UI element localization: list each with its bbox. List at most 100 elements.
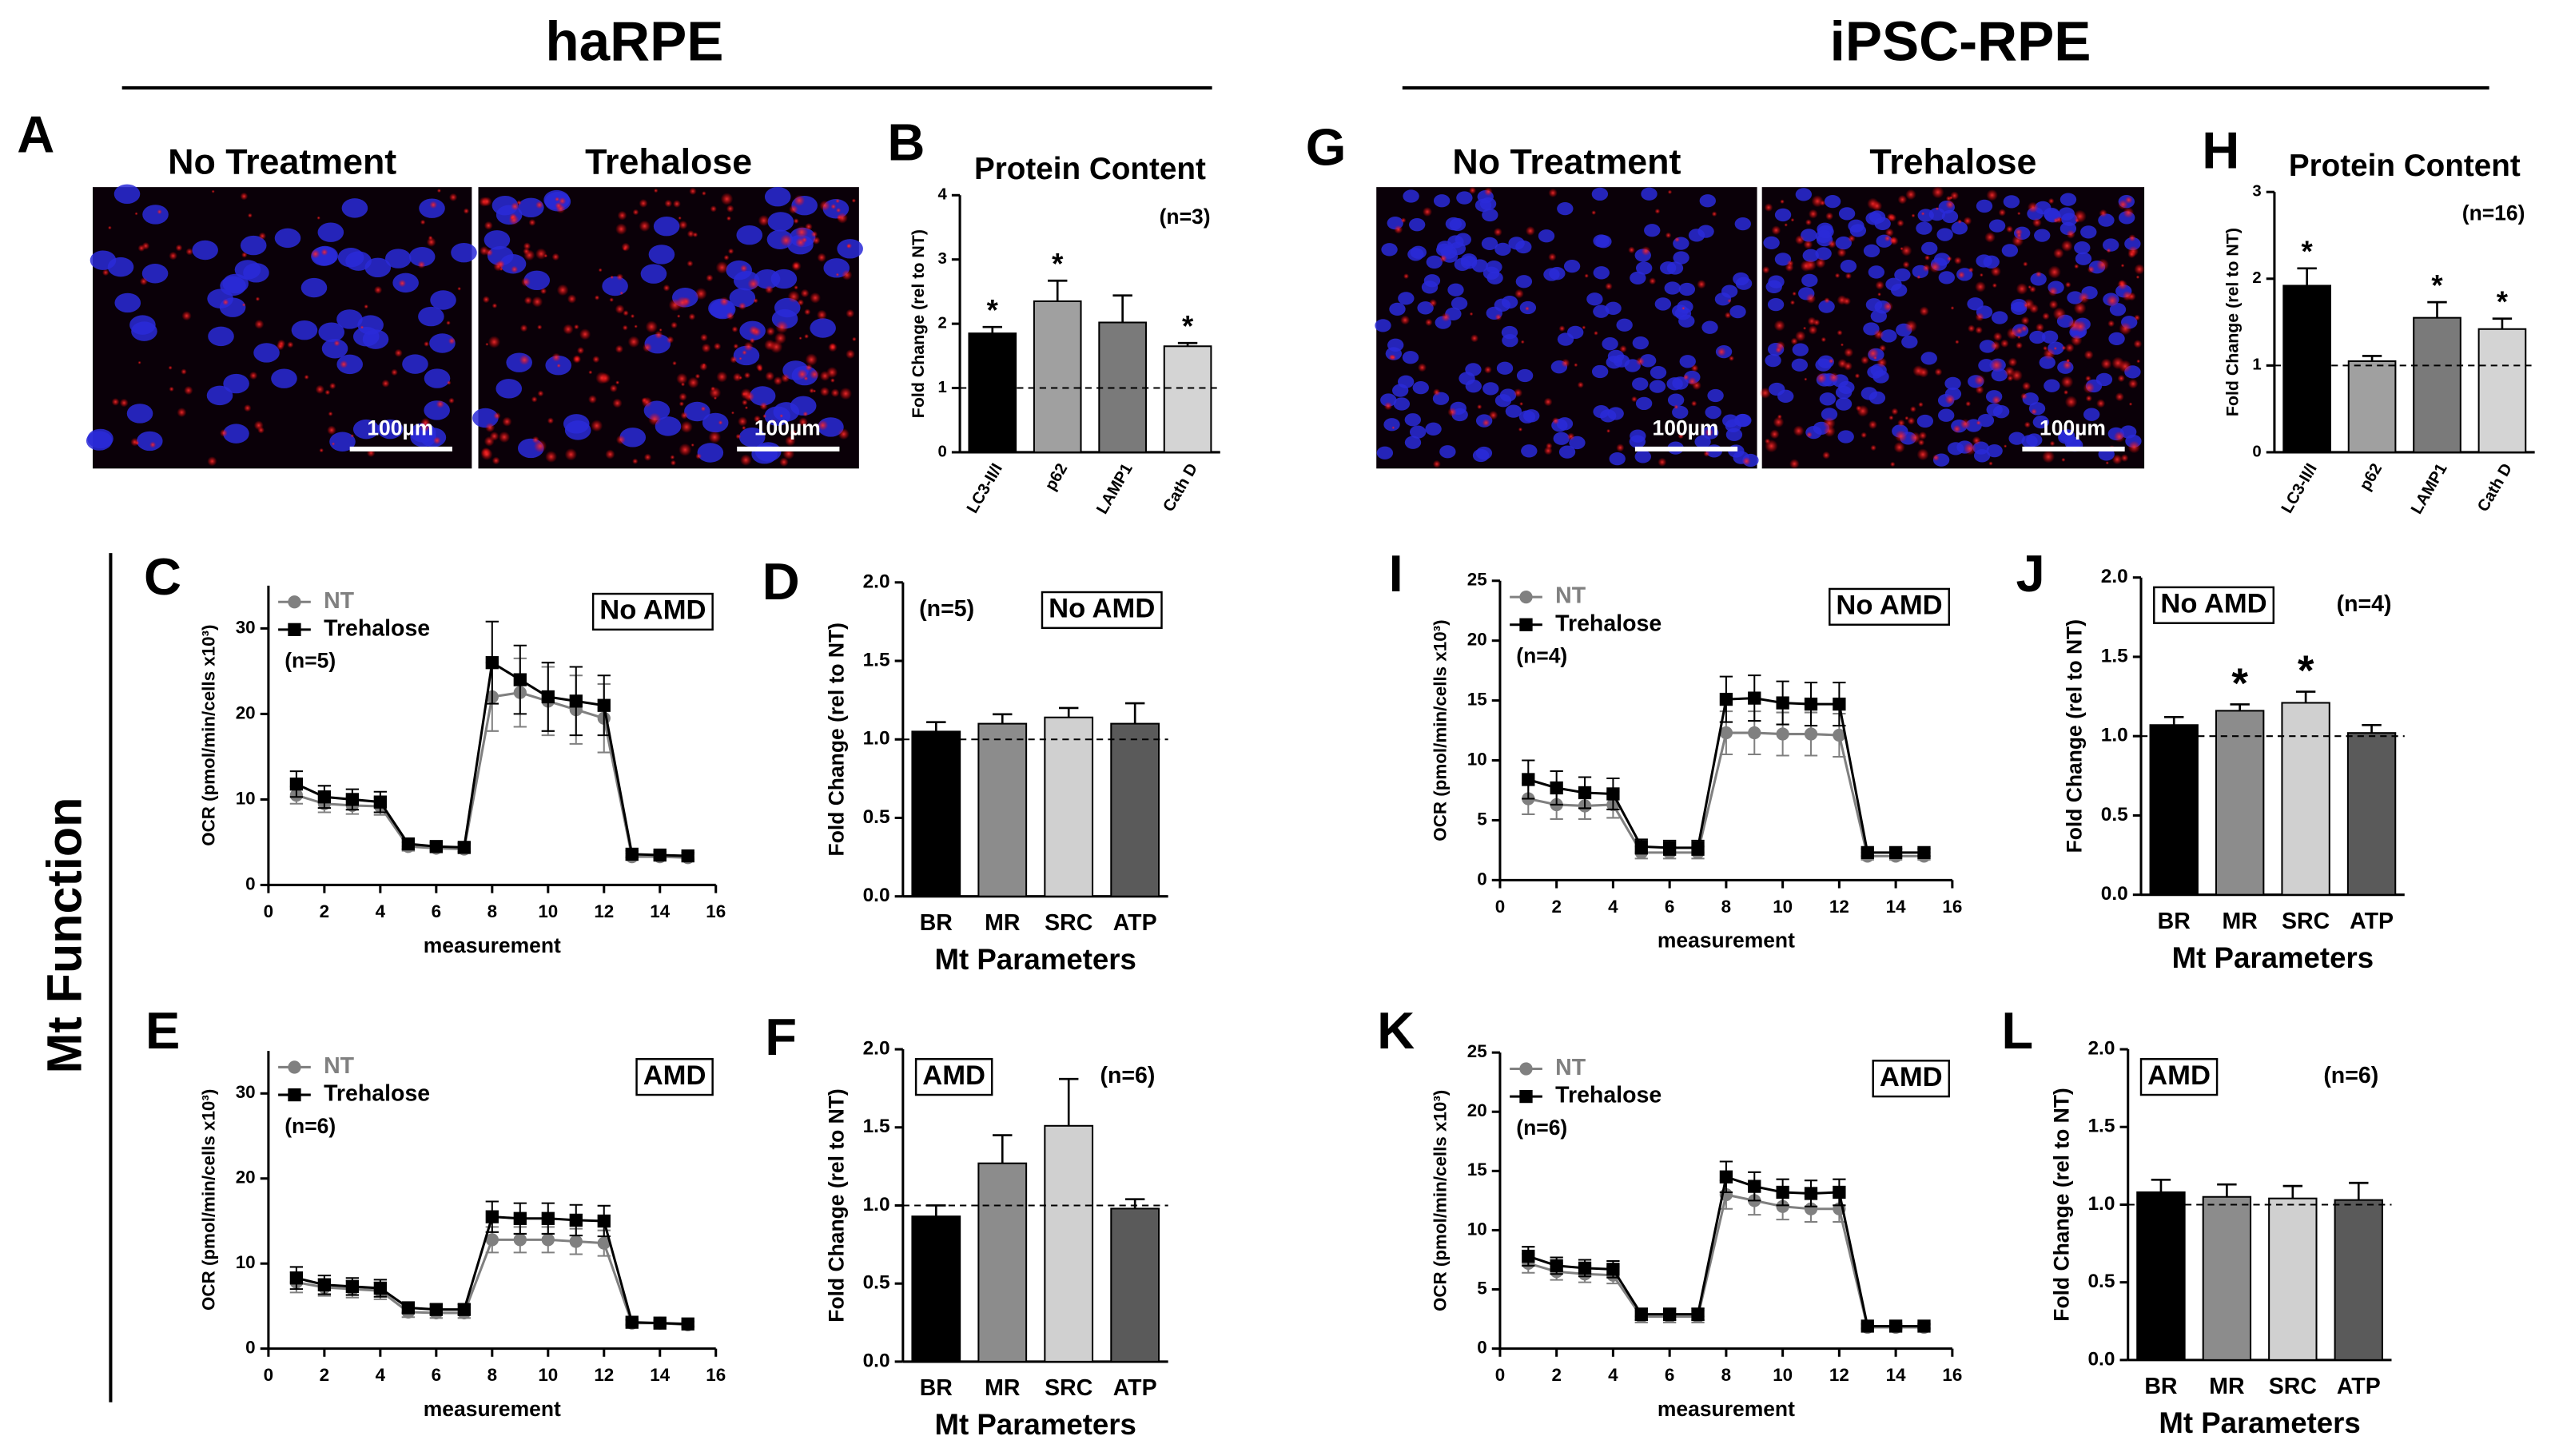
n-label: (n=6) [2323, 1063, 2378, 1088]
point [1691, 841, 1705, 855]
red-speck [1484, 365, 1492, 374]
red-speck [1641, 246, 1651, 257]
nucleus [1455, 233, 1471, 246]
red-speck [482, 197, 492, 207]
nucleus [1609, 452, 1626, 466]
nucleus [141, 264, 169, 284]
red-speck [1840, 343, 1845, 347]
red-speck [1957, 219, 1962, 225]
significance: * [2431, 269, 2443, 301]
section-label: Mt Function [38, 798, 92, 1074]
red-speck [420, 219, 426, 225]
point [541, 1211, 555, 1225]
x-tick-label: BR [920, 1375, 953, 1401]
red-speck [740, 388, 752, 400]
red-speck [1825, 212, 1834, 221]
red-speck [2004, 444, 2008, 448]
red-speck [1803, 240, 1813, 249]
red-speck [2073, 301, 2087, 315]
nucleus [1591, 364, 1609, 379]
point [1861, 845, 1874, 860]
x-axis-label: Mt Parameters [935, 1408, 1136, 1441]
red-speck [595, 372, 608, 384]
red-speck [535, 248, 547, 260]
red-speck [2053, 346, 2057, 351]
scale-bar-label: 100µm [754, 416, 821, 440]
legend-marker [288, 595, 301, 609]
point [1833, 728, 1846, 742]
red-speck [690, 443, 694, 448]
nucleus [2011, 298, 2028, 312]
red-speck [287, 341, 294, 348]
scale-bar-label: 100µm [1653, 416, 1719, 440]
nucleus [484, 230, 511, 250]
red-speck [1711, 211, 1717, 217]
nucleus [364, 257, 392, 277]
red-speck [1717, 347, 1726, 357]
red-speck [1912, 365, 1924, 377]
red-speck [523, 296, 532, 305]
red-speck [519, 324, 528, 332]
red-speck [1520, 340, 1525, 344]
x-tick-label: 0 [264, 901, 273, 921]
nucleus [619, 428, 647, 448]
red-speck [1922, 264, 1931, 273]
red-speck [519, 354, 530, 365]
red-speck [1482, 419, 1490, 427]
scale-bar-label: 100µm [2040, 416, 2106, 440]
x-tick-label: 10 [1773, 1365, 1793, 1385]
red-speck [394, 348, 403, 357]
legend-marker [288, 623, 301, 636]
nucleus [2030, 273, 2047, 286]
bar [2477, 328, 2527, 453]
nucleus [207, 288, 233, 308]
red-speck [1543, 397, 1553, 407]
chart-title: Protein Content [2289, 149, 2521, 183]
red-speck [1513, 388, 1523, 398]
point [569, 1213, 583, 1227]
x-tick-label: p62 [1042, 460, 1072, 493]
red-speck [787, 290, 800, 303]
nucleus [1976, 199, 1993, 213]
red-speck [2029, 304, 2039, 314]
red-speck [1697, 280, 1706, 289]
red-speck [1828, 240, 1837, 249]
point [597, 1214, 611, 1228]
red-speck [531, 396, 538, 403]
nucleus [1986, 403, 2003, 416]
nucleus [1606, 356, 1622, 369]
red-speck [428, 235, 433, 241]
red-speck [1649, 277, 1657, 285]
point [1719, 692, 1733, 706]
red-speck [835, 198, 840, 204]
nucleus [1451, 296, 1468, 310]
nucleus [206, 385, 233, 406]
nucleus [2032, 415, 2050, 429]
red-speck [2085, 395, 2092, 402]
red-speck [1470, 334, 1479, 343]
point [1888, 1319, 1903, 1333]
panel-letter: L [2001, 1001, 2033, 1060]
nucleus [2034, 229, 2051, 242]
y-tick-label: 1.0 [863, 1194, 890, 1215]
nucleus [2060, 193, 2077, 206]
red-speck [1992, 283, 1997, 288]
nucleus [1991, 311, 2008, 324]
red-speck [719, 296, 730, 307]
x-tick-label: 8 [1721, 1365, 1731, 1385]
nucleus [1595, 235, 1612, 249]
significance: * [1052, 248, 1064, 280]
red-speck [1773, 416, 1785, 428]
point [597, 1236, 611, 1250]
red-speck [671, 321, 678, 329]
nucleus [1840, 260, 1857, 273]
red-speck [679, 443, 692, 456]
y-tick-label: 2.0 [2101, 566, 2128, 587]
nucleus [1701, 320, 1718, 334]
red-speck [680, 382, 686, 387]
condition-box [1829, 587, 1951, 626]
red-speck [678, 216, 682, 221]
nucleus [1649, 380, 1666, 393]
nucleus [1664, 281, 1681, 295]
red-speck [744, 406, 749, 410]
